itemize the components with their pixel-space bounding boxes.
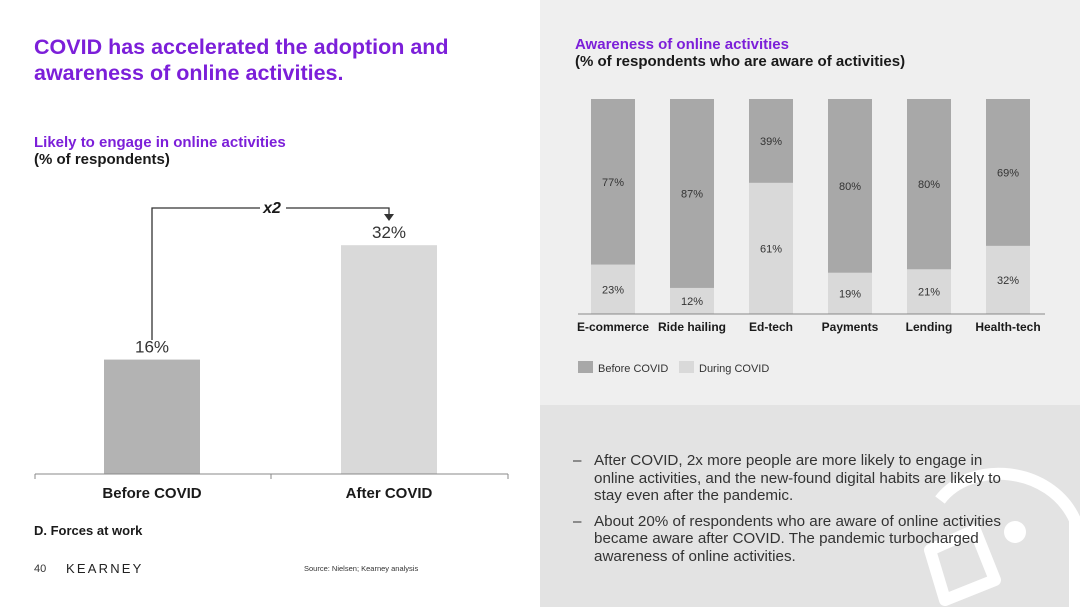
segment-label-before-covid: 80% (918, 179, 940, 191)
category-label: Ed-tech (749, 320, 793, 334)
right-stacked-bar-chart: 77% 23% E-commerce 87% 12% Ride hailing 39% 61%… (577, 99, 1045, 375)
left-chart-title: Likely to engage in online activities (34, 134, 286, 151)
bar-segment-before-covid (986, 99, 1030, 246)
legend-label-during-covid: During COVID (699, 363, 769, 375)
page-title: COVID has accelerated the adoption and a… (34, 35, 449, 85)
growth-connector-line (151, 207, 390, 340)
decorative-logo-icon (924, 467, 1080, 607)
segment-label-before-covid: 69% (997, 167, 1019, 179)
segment-label-during-covid: 19% (839, 288, 861, 300)
segment-label-during-covid: 61% (760, 243, 782, 255)
segment-label-before-covid: 39% (760, 136, 782, 148)
bar-segment-during-covid (907, 269, 951, 314)
legend-label-before-covid: Before COVID (598, 363, 668, 375)
brand-logo-text: KEARNEY (66, 561, 144, 576)
key-takeaways: – After COVID, 2x more people are more l… (573, 452, 1013, 573)
category-label: Ride hailing (658, 320, 726, 334)
source-note: Source: Nielsen; Kearney analysis (304, 564, 419, 573)
growth-multiplier-label: x2 (262, 200, 281, 217)
takeaway-bullet: – About 20% of respondents who are aware… (573, 513, 1013, 566)
bar-value-label: 32% (372, 223, 406, 242)
segment-label-during-covid: 32% (997, 275, 1019, 287)
right-chart-subtitle: (% of respondents who are aware of activ… (575, 53, 906, 70)
legend-swatch-during-covid (679, 361, 694, 373)
segment-label-during-covid: 21% (918, 287, 940, 299)
bar-segment-during-covid (986, 245, 1030, 314)
bar-segment-before-covid (828, 99, 872, 273)
bar-segment-before-covid (907, 99, 951, 270)
growth-arrow-icon (384, 214, 394, 221)
bar-segment-during-covid (670, 287, 714, 314)
segment-label-before-covid: 87% (681, 188, 703, 200)
category-label: Before COVID (102, 485, 201, 502)
page-number: 40 (34, 563, 47, 575)
takeaway-bullet: – After COVID, 2x more people are more l… (573, 452, 1013, 505)
section-label: D. Forces at work (34, 523, 143, 538)
left-bar-chart: 16% Before COVID 32% After COVID x2 (34, 200, 509, 502)
category-label: E-commerce (577, 320, 649, 334)
right-chart-title: Awareness of online activities (575, 36, 789, 53)
category-label: After COVID (346, 485, 433, 502)
bar-segment-before-covid (749, 99, 793, 183)
bar-value-label: 16% (135, 338, 169, 357)
segment-label-before-covid: 80% (839, 181, 861, 193)
bar-segment-during-covid (828, 272, 872, 314)
bar-before-covid (104, 359, 200, 474)
chart-legend: Before COVID During COVID (578, 361, 769, 375)
bar-segment-before-covid (591, 99, 635, 265)
bar-segment-before-covid (670, 99, 714, 288)
category-label: Payments (822, 320, 879, 334)
bar-segment-during-covid (749, 182, 793, 314)
bar-segment-during-covid (591, 264, 635, 314)
segment-label-during-covid: 23% (602, 284, 624, 296)
bullet-dash: – (573, 452, 582, 469)
category-label: Health-tech (975, 320, 1040, 334)
left-chart-subtitle: (% of respondents) (34, 151, 170, 168)
category-label: Lending (906, 320, 953, 334)
bar-after-covid (341, 245, 437, 474)
segment-label-during-covid: 12% (681, 296, 703, 308)
takeaway-text: After COVID, 2x more people are more lik… (594, 452, 1001, 504)
legend-swatch-before-covid (578, 361, 593, 373)
bullet-dash: – (573, 512, 582, 530)
takeaway-text: About 20% of respondents who are aware o… (594, 512, 1001, 565)
segment-label-before-covid: 77% (602, 177, 624, 189)
